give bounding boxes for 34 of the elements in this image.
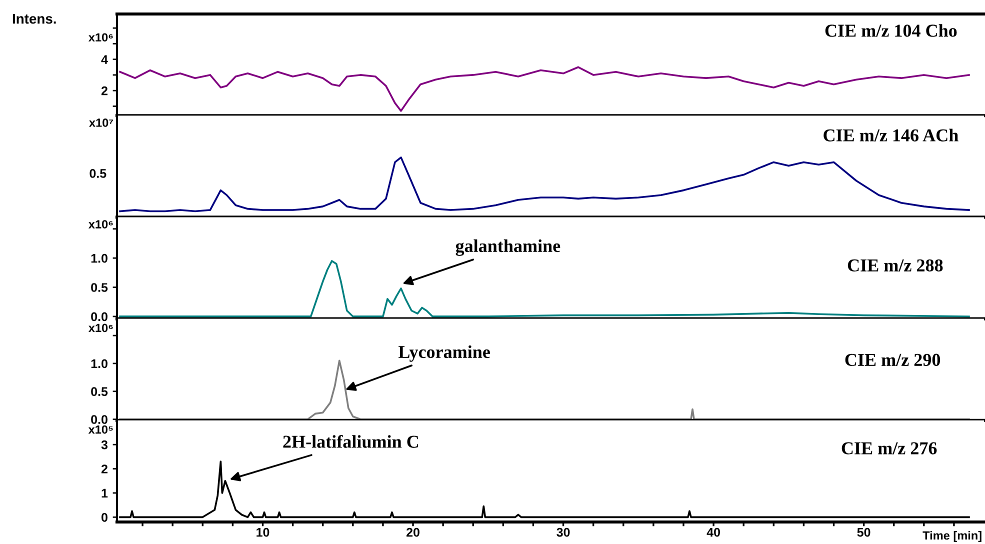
text: x10⁷: [89, 118, 114, 127]
x-tick-label: 50: [857, 528, 870, 537]
x-tick-label: 40: [706, 528, 720, 537]
x-tick-label: 20: [406, 528, 420, 537]
text: CIE m/z 146 ACh: [824, 128, 958, 142]
y-axis-title: Intens.: [12, 14, 56, 24]
line-series: [119, 66, 970, 112]
x-axis-title: Time [min]: [922, 530, 982, 542]
text: x10⁶: [88, 324, 113, 332]
y-tick-label: 1.0: [91, 359, 108, 368]
annotation: 2H-latifaliumin C: [283, 434, 418, 448]
text: x10⁵: [88, 425, 113, 434]
y-tick-label: 4: [101, 55, 108, 64]
y-tick-label: 0.5: [91, 283, 108, 292]
y-tick-label: 0: [102, 512, 108, 522]
line-series: [119, 260, 970, 318]
y-tick-label: 1: [102, 488, 108, 498]
y-tick-label: 0.5: [91, 387, 108, 396]
y-tick-label: 0.0: [91, 312, 108, 322]
annotation: Lycoramine: [398, 345, 490, 362]
annotation: CIE m/z 276: [842, 442, 937, 454]
y-tick-label: 2: [101, 86, 108, 96]
annotation: CIE m/z 104 Cho: [825, 24, 957, 37]
text: x10⁶: [88, 220, 113, 228]
y-tick-label: 2: [101, 464, 108, 474]
annotation: CIE m/z 290: [845, 354, 940, 366]
y-tick-label: 1.0: [91, 254, 108, 263]
text: x10⁶: [88, 33, 113, 42]
y-tick-label: 0.0: [91, 415, 108, 424]
annotation: galanthamine: [456, 239, 560, 256]
y-tick-label: 3: [101, 440, 108, 450]
annotation: CIE m/z 288: [848, 259, 943, 272]
x-tick-label: 10: [256, 528, 270, 537]
x-tick-label: 30: [556, 528, 570, 537]
